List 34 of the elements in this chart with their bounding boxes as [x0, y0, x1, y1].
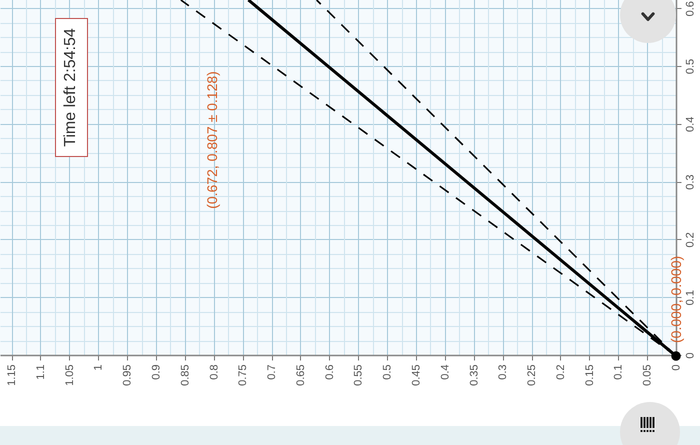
x-tick-label: 0.85: [179, 364, 192, 386]
y-tick-label: 0.4: [684, 116, 696, 132]
x-tick-label: 1.15: [6, 364, 18, 386]
y-tick-label: 0.6: [684, 1, 696, 16]
x-tick-label: 1.05: [64, 364, 76, 386]
annotation: (0.672, 0.807 ± 0.128): [204, 71, 220, 209]
y-tick-label: 0.5: [684, 58, 696, 74]
data-label: (0.000, 0.000): [668, 256, 684, 343]
x-tick-label: 0.8: [208, 364, 220, 380]
x-tick-label: 0.6: [324, 364, 336, 380]
x-tick-label: 0.45: [410, 364, 422, 386]
x-tick-label: 1: [92, 364, 105, 371]
y-tick-label: 0.1: [684, 290, 696, 306]
y-tick-label: 0: [684, 352, 696, 359]
x-tick-label: 0.05: [642, 364, 654, 386]
x-tick-label: 0.9: [150, 364, 162, 380]
x-tick-label: 0.15: [584, 364, 596, 386]
x-tick-label: 0.25: [526, 364, 538, 386]
annotation: Time left 2:54:54: [55, 18, 88, 157]
x-tick-label: 1.1: [34, 364, 47, 380]
y-tick-label: 0.2: [684, 232, 696, 248]
x-tick-label: 0.1: [612, 364, 625, 380]
x-tick-label: 0.4: [439, 364, 452, 380]
x-tick-label: 0.35: [468, 364, 480, 386]
x-tick-label: 0.95: [122, 364, 134, 386]
x-tick-label: 0.65: [294, 364, 307, 386]
x-tick-label: 0.2: [554, 364, 567, 380]
x-tick-label: 0.55: [352, 364, 365, 386]
x-tick-label: 0.75: [237, 364, 250, 386]
x-tick-label: 0: [670, 364, 682, 371]
y-tick-label: 0.3: [684, 174, 696, 190]
x-tick-label: 0.5: [382, 364, 394, 380]
x-tick-label: 0.7: [266, 364, 278, 380]
x-tick-label: 0.3: [497, 364, 510, 380]
